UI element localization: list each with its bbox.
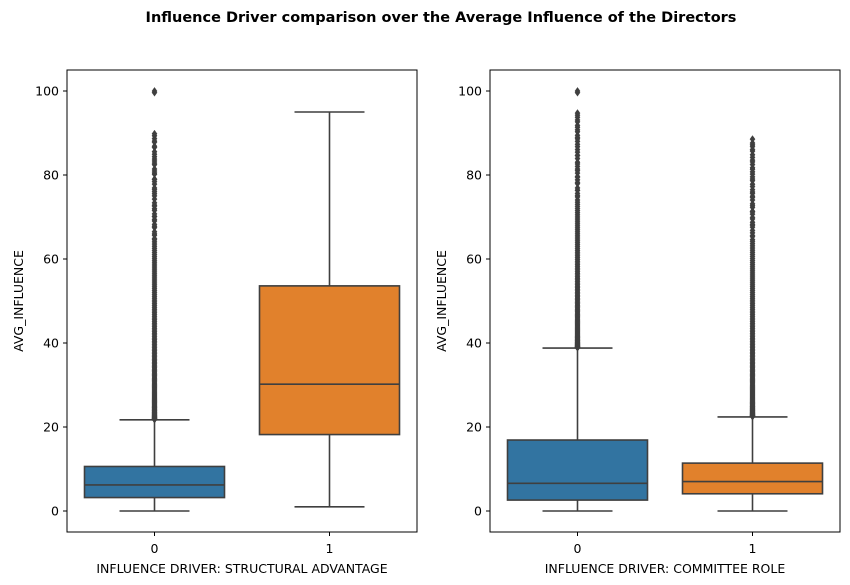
box-0	[506, 87, 649, 512]
subplot-2: 0 20 40 60 80 100 0 1 INFLUENCE DRIVER: COMMITTE…	[434, 69, 841, 576]
plot-frame	[489, 69, 841, 533]
box-iqr	[506, 439, 649, 501]
y-axis-label: AVG_INFLUENCE	[434, 250, 449, 352]
y-tick-label: 20	[466, 420, 482, 435]
y-tick-label: 100	[35, 84, 59, 99]
y-tick-label: 40	[466, 336, 482, 351]
y-tick-label: 40	[43, 336, 59, 351]
x-tick-label: 1	[326, 541, 334, 556]
x-tick-label: 0	[574, 541, 582, 556]
x-tick-label: 1	[749, 541, 757, 556]
outlier-point	[574, 88, 581, 97]
y-tick-label: 60	[466, 252, 482, 267]
y-tick-label: 80	[466, 168, 482, 183]
y-axis-label: AVG_INFLUENCE	[11, 250, 26, 352]
x-axis-label: INFLUENCE DRIVER: COMMITTEE ROLE	[545, 561, 786, 576]
box-iqr	[83, 465, 226, 499]
outlier-point	[151, 227, 158, 236]
outlier-point	[151, 142, 158, 151]
box-iqr	[681, 462, 824, 495]
outlier-point	[749, 135, 756, 144]
outlier-point	[151, 175, 158, 184]
y-tick-label: 0	[474, 504, 482, 519]
x-tick-label: 0	[151, 541, 159, 556]
plot-frame	[66, 69, 418, 533]
subplot-1: 0 20 40 60 80 100 0 1 INFLUENCE DRIVER: STRUCTUR…	[11, 69, 418, 576]
x-axis-label: INFLUENCE DRIVER: STRUCTURAL ADVANTAGE	[96, 561, 387, 576]
box-iqr	[258, 285, 401, 436]
y-tick-label: 80	[43, 168, 59, 183]
outlier-point	[574, 183, 581, 192]
y-tick-label: 20	[43, 420, 59, 435]
outlier-point	[151, 147, 158, 156]
box-1	[681, 135, 824, 512]
y-tick-label: 60	[43, 252, 59, 267]
outlier-point	[151, 165, 158, 173]
figure-title: Influence Driver comparison over the Ave…	[146, 10, 737, 26]
y-tick-label: 100	[458, 84, 482, 99]
box-0	[83, 87, 226, 512]
outlier-point	[151, 129, 158, 138]
y-tick-label: 0	[51, 504, 59, 519]
outlier-point	[574, 109, 581, 118]
box-1	[258, 111, 401, 508]
outlier-point	[151, 88, 158, 97]
